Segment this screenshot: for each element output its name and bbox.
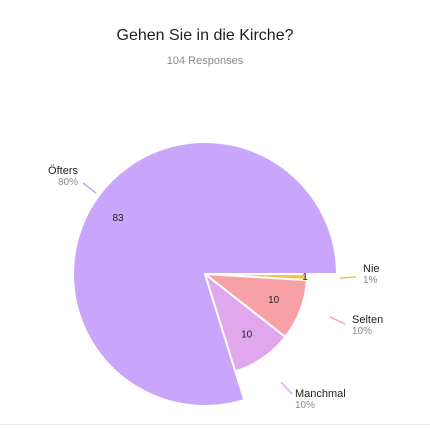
slice-value-ofters: 83 (112, 213, 124, 224)
slice-percent-manchmal: 10% (295, 400, 315, 411)
slice-label-ofters: Öfters (48, 165, 78, 177)
slice-percent-ofters: 80% (58, 177, 78, 188)
leader-line-manchmal (280, 381, 293, 395)
divider (0, 424, 430, 425)
slice-label-manchmal: Manchmal (295, 388, 346, 400)
pie-slices (72, 140, 338, 407)
slice-label-nie: Nie (363, 263, 380, 275)
leader-line-nie (339, 276, 357, 279)
chart-title: Gehen Sie in die Kirche? (116, 27, 294, 44)
slice-value-selten: 10 (268, 295, 280, 306)
pie-slice-manchmal[interactable] (204, 273, 287, 373)
pie-labels: 8311010Öfters80%Nie1%Selten10%Manchmal10… (48, 165, 383, 411)
leader-line-ofters (82, 182, 97, 194)
slice-percent-selten: 10% (352, 326, 372, 337)
slice-value-nie: 1 (302, 272, 308, 283)
chart-subtitle: 104 Responses (166, 55, 244, 67)
slice-value-manchmal: 10 (241, 329, 253, 340)
leader-line-selten (329, 316, 346, 325)
slice-label-selten: Selten (352, 314, 383, 326)
slice-percent-nie: 1% (363, 275, 378, 286)
